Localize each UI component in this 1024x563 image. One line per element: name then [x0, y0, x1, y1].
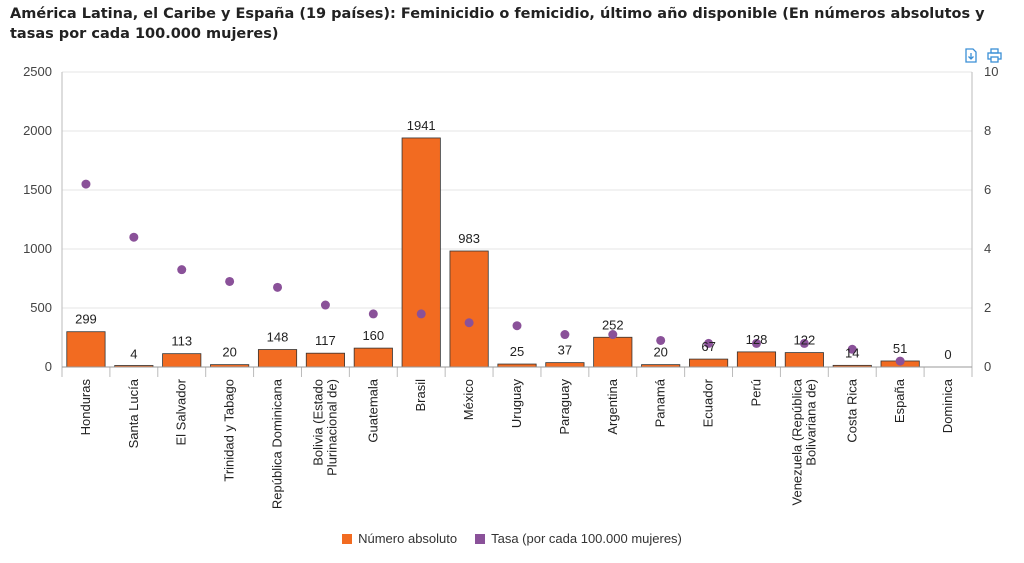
x-category-label: Santa Lucía — [126, 378, 141, 448]
x-category-label: Bolivariana de) — [803, 379, 818, 466]
legend-item-rate[interactable]: Tasa (por cada 100.000 mujeres) — [475, 531, 682, 546]
y-right-tick-label: 2 — [984, 300, 991, 315]
legend-label-absolute: Número absoluto — [358, 531, 458, 546]
y-left-tick-label: 2500 — [23, 64, 52, 79]
rate-point — [704, 338, 714, 348]
y-left-tick-label: 500 — [30, 300, 52, 315]
bar — [401, 137, 441, 368]
x-category-label: México — [461, 379, 476, 420]
legend-item-absolute[interactable]: Número absoluto — [342, 531, 457, 546]
bar-value-label: 20 — [653, 345, 667, 360]
bar — [257, 349, 298, 368]
legend: Número absoluto Tasa (por cada 100.000 m… — [0, 531, 1024, 546]
bar — [162, 353, 202, 368]
rate-point — [320, 300, 330, 310]
x-category-label: Brasil — [413, 379, 428, 412]
bar-value-label: 148 — [267, 330, 289, 345]
bar-value-label: 160 — [362, 328, 384, 343]
bar — [593, 336, 633, 368]
rate-point — [225, 276, 235, 286]
y-left-tick-label: 2000 — [23, 123, 52, 138]
chart-title: América Latina, el Caribe y España (19 p… — [10, 6, 985, 42]
rate-point — [416, 309, 426, 319]
x-category-label: Panamá — [653, 378, 668, 427]
y-right-tick-label: 0 — [984, 359, 991, 374]
x-category-label: Honduras — [78, 379, 93, 436]
rate-point — [464, 318, 474, 328]
bar-value-label: 51 — [893, 341, 907, 356]
y-right-tick-label: 10 — [984, 64, 998, 79]
x-category-label: Costa Rica — [844, 378, 859, 442]
rate-point — [799, 338, 809, 348]
rate-point — [847, 344, 857, 354]
rate-point — [895, 356, 905, 366]
y-left-tick-label: 0 — [45, 359, 52, 374]
rate-point — [177, 265, 187, 275]
legend-swatch-absolute — [342, 533, 353, 544]
x-category-label: Uruguay — [509, 379, 524, 429]
x-category-label: Plurinacional de) — [324, 379, 339, 476]
rate-point — [512, 321, 522, 331]
download-icon[interactable] — [963, 48, 978, 63]
rate-point — [273, 282, 283, 292]
x-category-label: España — [892, 378, 907, 423]
bar-value-label: 4 — [130, 347, 137, 362]
rate-point — [608, 330, 618, 340]
legend-swatch-rate — [475, 533, 486, 544]
bar-value-label: 67 — [701, 339, 715, 354]
bar — [784, 352, 824, 368]
rate-point — [81, 179, 91, 189]
print-icon[interactable] — [987, 48, 1002, 63]
y-right-tick-label: 4 — [984, 241, 991, 256]
y-right-tick-label: 6 — [984, 182, 991, 197]
bar-value-label: 14 — [845, 345, 859, 360]
x-category-label: Bolivia (Estado — [310, 379, 325, 466]
bar-value-label: 117 — [315, 333, 336, 348]
chart-toolbar — [963, 48, 1002, 63]
bar-value-label: 299 — [75, 312, 97, 327]
bar — [545, 362, 585, 368]
x-category-label: Argentina — [605, 378, 620, 434]
rate-point — [751, 338, 761, 348]
bar-value-label: 25 — [510, 344, 524, 359]
y-left-tick-label: 1500 — [23, 182, 52, 197]
bar — [353, 347, 393, 368]
x-category-label: Perú — [748, 379, 763, 406]
bar-value-label: 0 — [944, 347, 951, 362]
rate-point — [560, 330, 570, 340]
x-category-label: Dominica — [940, 378, 955, 433]
bar — [689, 358, 729, 368]
bar-value-label: 252 — [602, 317, 624, 332]
bar-value-label: 128 — [746, 332, 768, 347]
bar-value-label: 1941 — [407, 118, 436, 133]
bar-value-label: 983 — [458, 231, 480, 246]
x-category-label: Paraguay — [557, 379, 572, 435]
rate-point — [129, 232, 139, 242]
bar-value-label: 20 — [222, 345, 236, 360]
x-category-label: Trinidad y Tabago — [222, 379, 237, 482]
x-category-label: Venezuela (República — [789, 378, 804, 505]
bar-value-label: 37 — [558, 343, 572, 358]
x-category-label: República Dominicana — [270, 378, 285, 509]
x-category-label: Ecuador — [701, 378, 716, 427]
bar — [736, 351, 777, 368]
x-category-label: Guatemala — [365, 378, 380, 442]
x-category-label: El Salvador — [174, 378, 189, 445]
bar — [66, 331, 106, 368]
bar-value-label: 113 — [171, 334, 192, 349]
bar-value-label: 122 — [794, 333, 816, 348]
legend-label-rate: Tasa (por cada 100.000 mujeres) — [491, 531, 682, 546]
y-left-tick-label: 1000 — [23, 241, 52, 256]
bar — [449, 250, 489, 368]
rate-point — [368, 309, 378, 319]
y-right-tick-label: 8 — [984, 123, 991, 138]
rate-point — [656, 335, 666, 345]
bar — [305, 352, 345, 368]
